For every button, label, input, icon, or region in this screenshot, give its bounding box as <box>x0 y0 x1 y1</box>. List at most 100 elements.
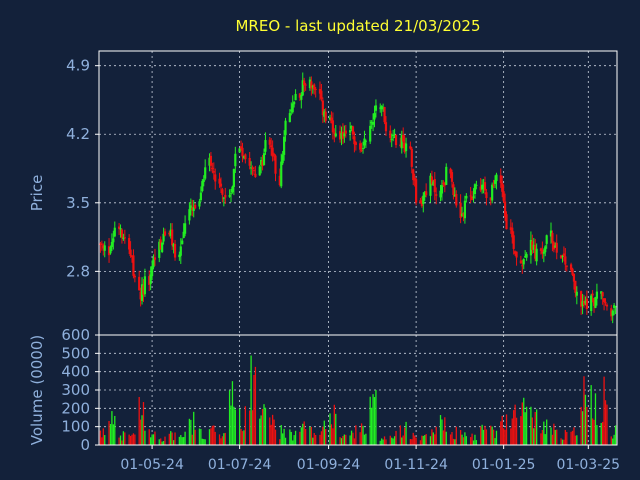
candle-body <box>564 256 567 265</box>
candle-body <box>465 195 468 199</box>
candle-body <box>320 90 323 99</box>
candle-body <box>122 237 125 239</box>
candle-body <box>294 93 297 101</box>
candle-body <box>552 242 555 250</box>
candle-body <box>363 138 366 146</box>
candle-body <box>103 245 106 251</box>
candle-body <box>495 174 498 182</box>
candle-body <box>455 193 458 206</box>
candle-body <box>201 181 204 192</box>
candle-body <box>582 301 586 305</box>
candle-body <box>409 146 412 149</box>
candle-body <box>422 195 425 204</box>
candle-body <box>300 94 303 100</box>
candle-body <box>459 202 462 218</box>
candle-body <box>361 148 365 150</box>
candle-body <box>544 246 547 253</box>
candle-body <box>531 241 534 250</box>
candle-body <box>399 144 402 147</box>
candle-body <box>171 229 174 246</box>
candle-body <box>429 175 432 196</box>
candle-body <box>280 161 283 187</box>
candle-body <box>415 179 418 203</box>
candle-body <box>169 229 172 236</box>
candle-body <box>353 136 356 145</box>
candle-body <box>499 175 502 183</box>
candle-body <box>149 274 152 285</box>
candle-body <box>161 242 164 252</box>
candle-body <box>489 197 492 201</box>
candle-body <box>204 167 207 179</box>
candle-body <box>130 255 134 258</box>
candle-body <box>173 244 177 258</box>
candle-body <box>392 134 395 137</box>
candle-body <box>450 172 454 182</box>
volume-y-tick-label: 400 <box>61 363 90 381</box>
candle-body <box>308 79 312 89</box>
volume-axis-label: Volume (0000) <box>28 335 46 445</box>
candle-body <box>419 200 422 204</box>
candle-body <box>258 166 261 176</box>
candle-body <box>219 183 223 187</box>
candle-body <box>614 306 617 308</box>
candle-body <box>584 300 587 304</box>
candle-body <box>181 240 184 245</box>
candle-body <box>241 147 244 157</box>
candle-body <box>249 167 253 169</box>
candle-body <box>281 154 284 164</box>
volume-y-tick-label: 0 <box>80 436 90 454</box>
candle-body <box>453 194 456 197</box>
candle-body <box>192 207 195 211</box>
candle-body <box>562 253 566 256</box>
candle-body <box>580 291 583 307</box>
candle-body <box>462 213 465 217</box>
candle-body <box>514 251 517 254</box>
candle-body <box>581 301 584 306</box>
candle-body <box>604 301 607 303</box>
candle-body <box>549 230 553 237</box>
candle-body <box>143 276 147 295</box>
candle-body <box>168 232 171 235</box>
candle-body <box>592 298 596 306</box>
candle-body <box>503 201 507 217</box>
candle-body <box>420 200 423 206</box>
candle-body <box>539 248 543 251</box>
candle-body <box>595 291 599 299</box>
candle-body <box>591 293 594 296</box>
candle-body <box>413 178 416 181</box>
candle-body <box>493 180 497 184</box>
price-candles <box>99 72 617 324</box>
candle-body <box>534 245 537 259</box>
candle-body <box>613 305 616 308</box>
candle-body <box>400 134 403 149</box>
candle-body <box>545 235 548 244</box>
candle-body <box>150 266 154 277</box>
candle-body <box>542 251 545 254</box>
candle-body <box>228 195 231 197</box>
candle-body <box>535 248 538 262</box>
candle-body <box>491 184 494 201</box>
candle-body <box>119 228 122 230</box>
candle-body <box>117 226 121 229</box>
candle-body <box>330 117 333 124</box>
candle-body <box>260 159 263 165</box>
candle-body <box>303 80 306 86</box>
candle-body <box>442 182 445 185</box>
candle-body <box>449 168 452 174</box>
volume-y-tick-label: 100 <box>61 418 90 436</box>
candle-body <box>172 243 175 247</box>
candle-body <box>218 178 221 184</box>
candle-body <box>412 169 415 181</box>
candle-body <box>270 145 273 148</box>
candle-body <box>390 138 393 140</box>
candle-body <box>575 291 578 296</box>
candle-body <box>440 185 444 194</box>
candle-body <box>559 255 563 259</box>
candle-body <box>274 155 277 174</box>
candle-body <box>541 250 544 254</box>
candle-body <box>222 197 225 199</box>
volume-y-tick-label: 200 <box>61 399 90 417</box>
candle-body <box>433 178 436 193</box>
candle-body <box>382 108 385 110</box>
